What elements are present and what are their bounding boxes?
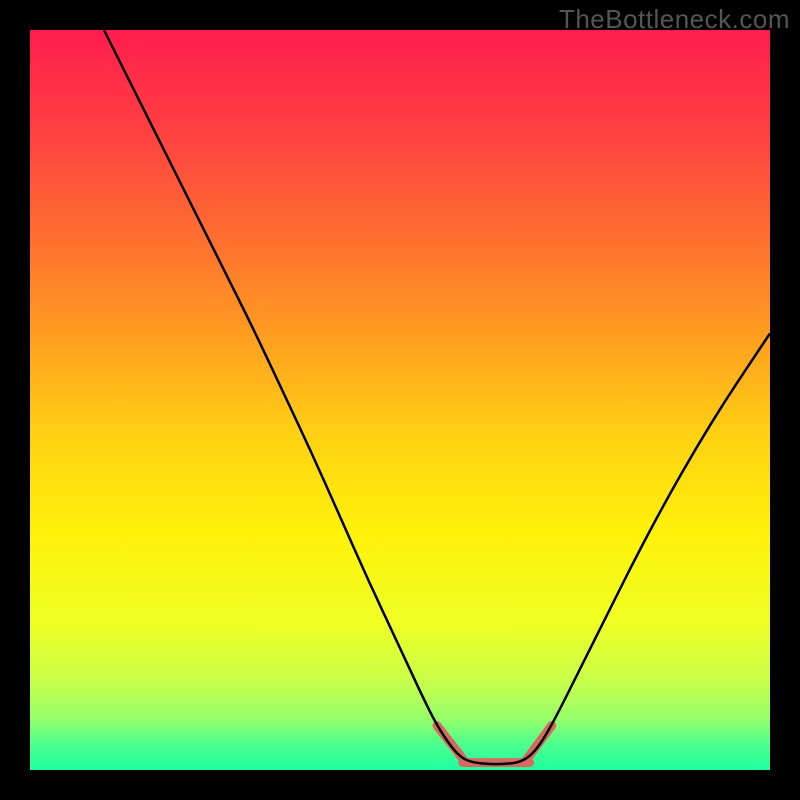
chart-curve-layer (30, 30, 770, 770)
bottleneck-chart (30, 30, 770, 770)
watermark-text: TheBottleneck.com (559, 4, 790, 35)
bottleneck-curve (104, 30, 770, 764)
